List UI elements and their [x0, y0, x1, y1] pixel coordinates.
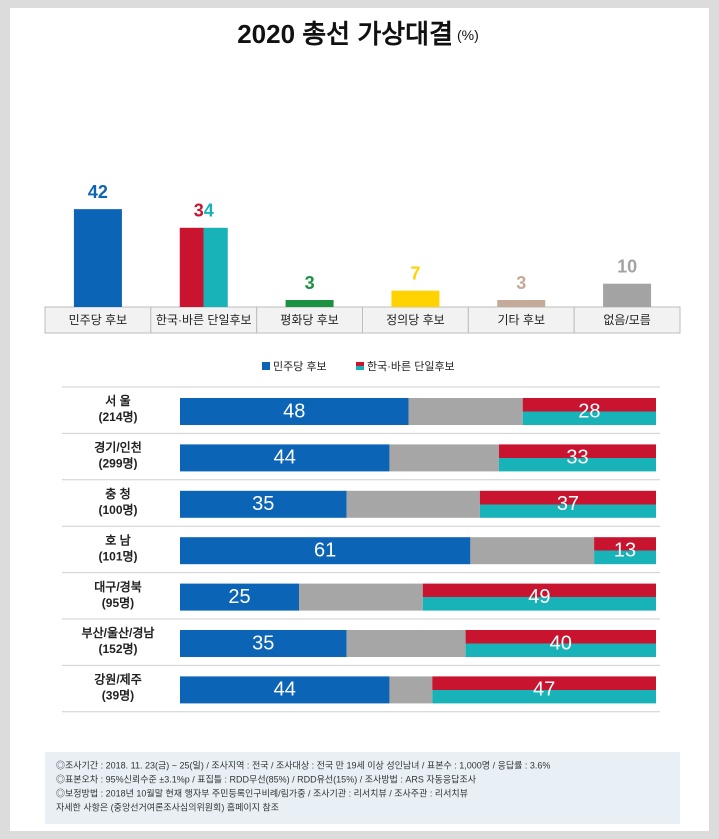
bar-segment [389, 676, 433, 704]
value-label: 49 [528, 586, 550, 608]
row-label: 강원/제주 [94, 673, 142, 687]
bar-segment [422, 583, 656, 611]
value-label: 25 [228, 586, 250, 608]
row-note: (39명) [102, 689, 134, 703]
value-label: 3 [305, 273, 315, 293]
bar-segment [522, 398, 656, 425]
value-label: 48 [283, 400, 305, 422]
footnote: ◎조사기간 : 2018. 11. 23(금) ~ 25(일) / 조사지역 :… [56, 759, 550, 770]
bar-segment [479, 490, 656, 518]
bar-segment [299, 583, 423, 611]
bar-segment [408, 398, 523, 425]
footnote: ◎표본오차 : 95%신뢰수준 ±3.1%p / 표집틀 : RDD무선(85%… [56, 773, 477, 784]
legend-label: 한국·바른 단일후보 [367, 359, 455, 373]
value-label: 44 [274, 447, 296, 469]
legend-label: 민주당 후보 [273, 360, 327, 373]
bar-segment [389, 444, 499, 472]
bar-segment [470, 537, 595, 565]
bar-segment [180, 676, 390, 704]
row-note: (299명) [98, 457, 137, 471]
x-tick-label: 기타 후보 [498, 313, 546, 327]
bar-segment [594, 537, 656, 565]
category-box [150, 306, 258, 334]
row-label: 대구/경북 [94, 580, 142, 594]
row-label: 부산/울산/경남 [82, 625, 155, 640]
category-box [573, 306, 681, 334]
row-label: 서 울 [105, 393, 130, 408]
bar [285, 300, 334, 307]
row-note: (95명) [102, 596, 134, 610]
row-note: (100명) [98, 503, 137, 517]
value-label: 35 [252, 632, 274, 654]
row-label: 호 남 [105, 532, 130, 547]
row-note: (214명) [98, 410, 137, 424]
bar [391, 290, 440, 307]
bar-segment [346, 490, 480, 518]
legend-swatch [262, 362, 270, 370]
row-label: 경기/인천 [94, 440, 142, 455]
bar [603, 283, 652, 307]
value-label: 34 [194, 201, 214, 221]
value-label: 42 [88, 182, 108, 202]
title-main: 2020 총선 가상대결 [237, 19, 453, 49]
x-tick-label: 한국·바른 단일후보 [156, 313, 252, 327]
row-note: (101명) [98, 549, 137, 563]
footnote: ◎보정방법 : 2018년 10월말 현재 행자부 주민등록인구비례/림가중 /… [56, 787, 468, 798]
value-label: 37 [557, 493, 579, 515]
bar-segment [498, 444, 656, 472]
row-label: 충 청 [105, 486, 130, 501]
x-tick-label: 없음/모름 [603, 313, 651, 327]
value-label: 33 [566, 447, 588, 469]
value-label: 28 [578, 400, 600, 422]
value-label: 7 [410, 263, 420, 283]
x-tick-label: 민주당 후보 [69, 313, 128, 327]
bar-segment [432, 676, 656, 704]
bar-segment [346, 630, 466, 657]
value-label: 47 [533, 679, 555, 701]
bar [179, 227, 228, 307]
category-box [362, 306, 469, 334]
x-tick-label: 평화당 후보 [280, 313, 339, 327]
value-label: 40 [550, 632, 572, 654]
notes-box [45, 752, 680, 824]
title-unit: (%) [457, 27, 479, 43]
value-label: 13 [614, 539, 636, 561]
value-label: 61 [314, 539, 336, 561]
bar-segment [465, 630, 656, 657]
value-label: 44 [274, 679, 296, 701]
bar-segment [180, 537, 471, 565]
row-note: (152명) [98, 642, 137, 656]
value-label: 3 [516, 273, 526, 293]
value-label: 35 [252, 493, 274, 515]
footnote: 자세한 사항은 (중앙선거여론조사심의위원회) 홈페이지 참조 [56, 801, 279, 812]
bar [73, 209, 122, 307]
bar-segment [180, 630, 347, 657]
bar [497, 300, 546, 307]
bar-segment [180, 398, 409, 425]
bar-segment [180, 444, 390, 472]
value-label: 10 [617, 256, 637, 276]
bar-segment [180, 583, 299, 611]
x-tick-label: 정의당 후보 [386, 313, 445, 327]
legend-swatch [356, 362, 364, 370]
chart-title: 2020 총선 가상대결 (%) [237, 19, 479, 49]
bar-segment [180, 490, 347, 518]
